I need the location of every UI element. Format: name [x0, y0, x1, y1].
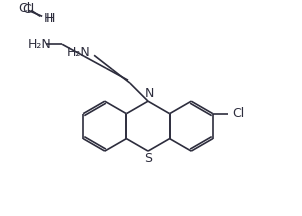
Text: H: H [46, 12, 56, 25]
Text: Cl: Cl [232, 107, 244, 120]
Text: H: H [44, 12, 53, 25]
Text: Cl: Cl [18, 2, 31, 15]
Text: H₂N: H₂N [66, 46, 90, 59]
Text: Cl: Cl [22, 3, 34, 16]
Text: N: N [144, 87, 154, 100]
Text: H₂N: H₂N [28, 38, 52, 51]
Text: S: S [144, 152, 152, 165]
